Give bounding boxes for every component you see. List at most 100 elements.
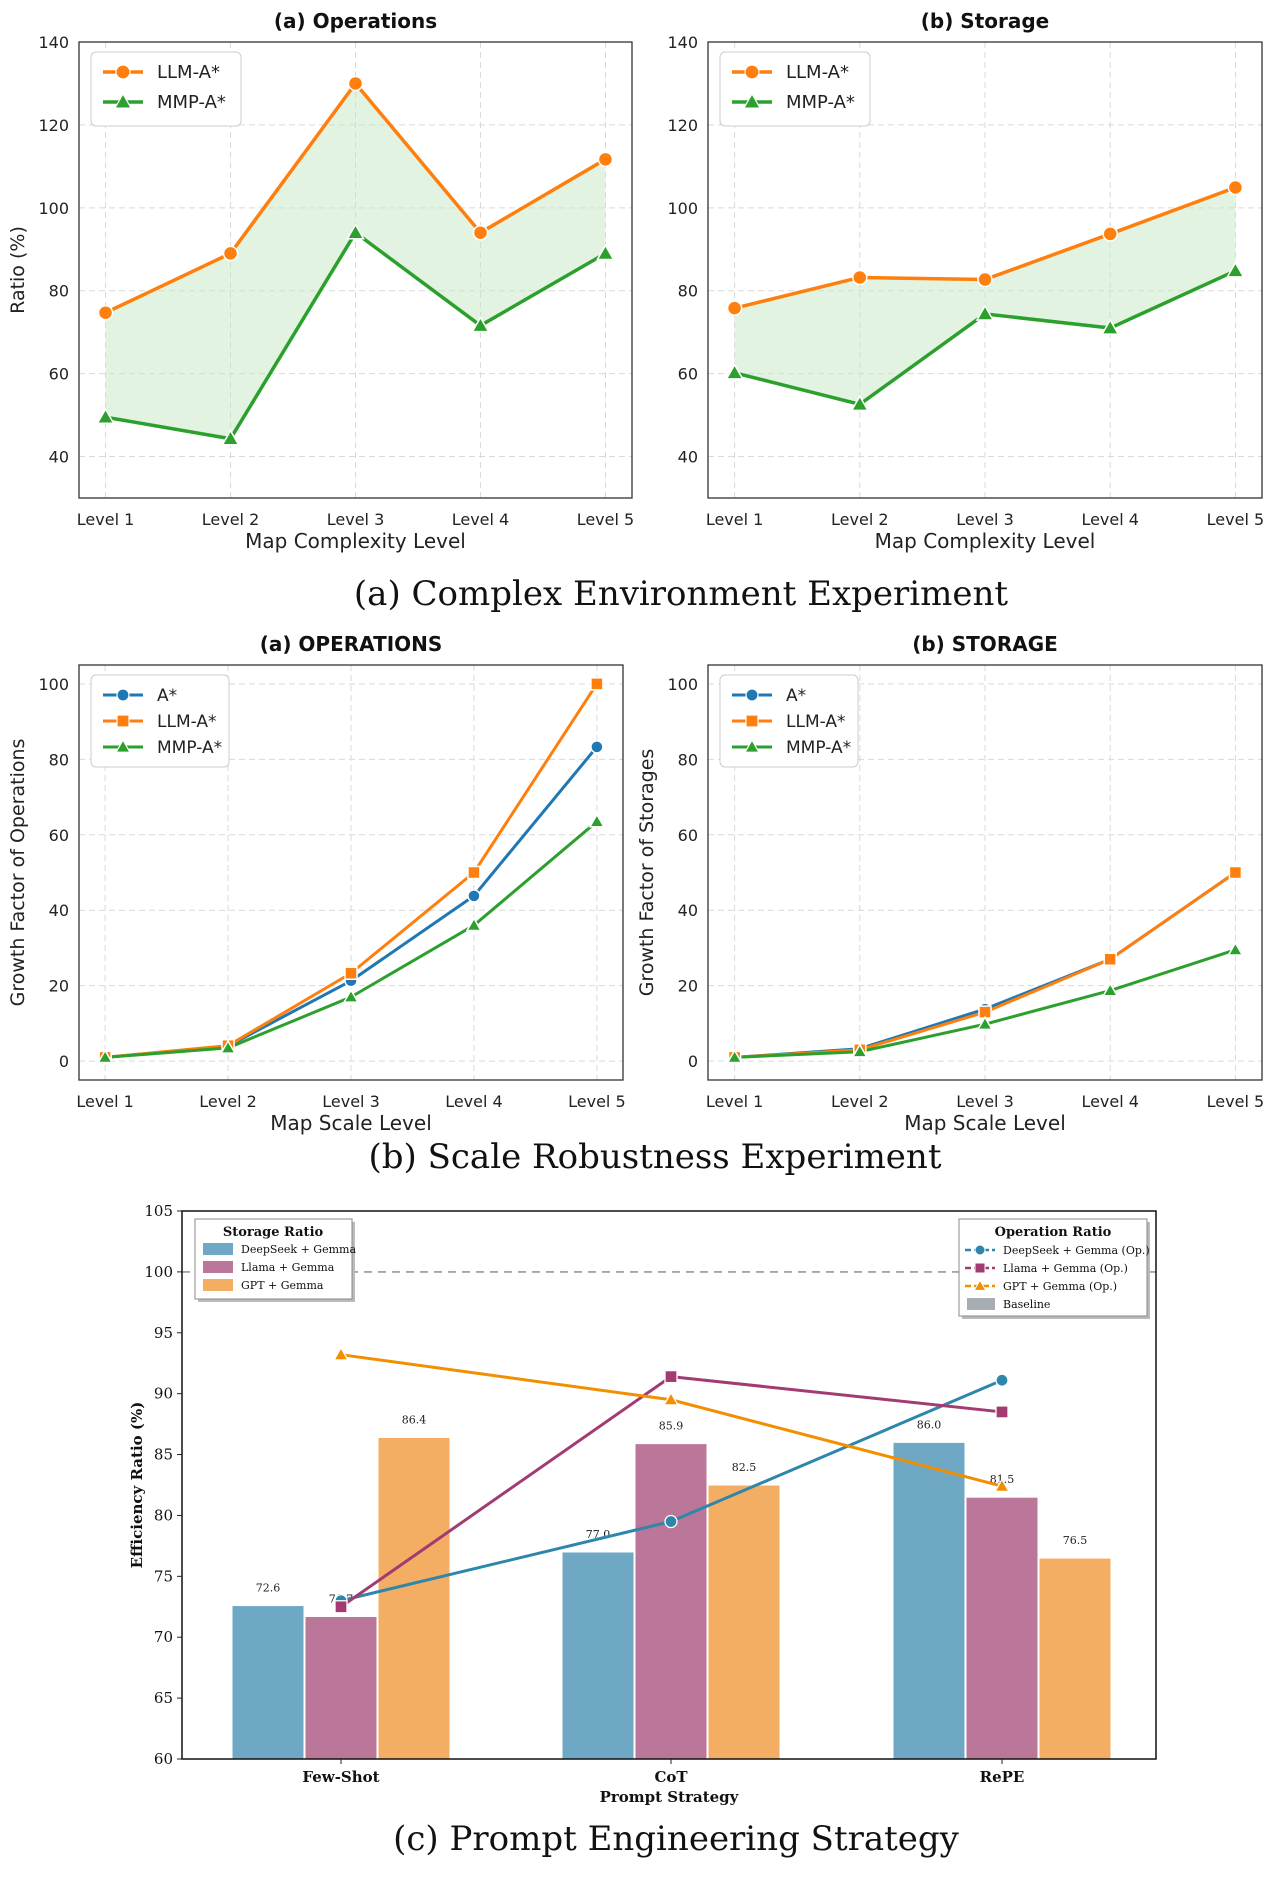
x-tick-label: Level 2 [831,510,889,529]
legend-label: Llama + Gemma [241,1261,335,1274]
data-point [977,271,993,288]
x-tick-label: CoT [654,1768,688,1786]
data-point [467,865,481,880]
legend-title: Storage Ratio [223,1225,324,1240]
legend-swatch [203,1243,233,1255]
legend-marker [115,64,131,80]
y-tick-label: 0 [59,1052,69,1071]
bar [965,1496,1039,1760]
fill-between-area [734,187,1236,405]
legend-label: LLM-A* [157,712,217,732]
data-point [96,1048,114,1064]
data-point [1227,941,1244,956]
y-tick-label: 60 [49,365,69,384]
chart-sto: 40 60 80 100 120 140 Level 1 Level 2 Level 3 Leve… [667,9,1264,553]
x-axis-label: Map Complexity Level [245,529,466,553]
data-point [472,224,489,241]
legend-marker [973,1279,987,1291]
y-tick-label: 40 [49,448,69,467]
data-point [471,315,490,333]
legend-marker [113,92,133,109]
chart-title: (a) OPERATIONS [260,632,443,656]
bar [634,1443,708,1760]
y-tick-label: 0 [688,1052,698,1071]
legend-label: Baseline [1003,1298,1050,1311]
y-tick-label: 100 [667,675,698,694]
x-tick-label: Level 4 [445,1092,503,1111]
y-tick-label: 70 [154,1628,173,1646]
y-tick-label: 60 [154,1750,173,1768]
legend-swatch [967,1298,995,1310]
legend-label: DeepSeek + Gemma (Op.) [1003,1244,1150,1257]
op-ratio-point [662,1391,680,1406]
data-point [1100,318,1120,335]
plot-frame [78,664,624,1081]
op-ratio-point [334,1600,348,1614]
op-ratio-point [995,1405,1009,1419]
x-tick-label: Level 3 [956,1092,1014,1111]
legend-marker [116,688,130,702]
y-tick-label: 60 [49,826,69,845]
x-tick-label: Level 5 [1207,1092,1265,1111]
legend-marker [974,1244,986,1256]
y-tick-label: 100 [667,199,698,218]
legend: LLM-A* MMP-A* [719,51,871,127]
chart-prompt: 606570758085909510010572.677.086.071.785… [128,1202,1157,1806]
y-tick-label: 20 [49,977,69,996]
bar [1038,1557,1112,1760]
bar-value-label: 85.9 [659,1420,684,1433]
y-tick-label: 140 [667,33,698,52]
plot-frame [707,41,1263,499]
legend-box [958,1218,1148,1317]
op-ratio-point [995,1373,1009,1387]
data-point [344,966,358,980]
legend-title: Operation Ratio [995,1225,1112,1240]
x-tick-label: Level 1 [706,1092,764,1111]
bar-value-label: 86.0 [917,1418,942,1431]
legend-swatch [203,1261,233,1273]
x-axis-label: Map Scale Level [270,1111,432,1135]
plot-frame [78,41,633,499]
legend-label: Llama + Gemma (Op.) [1003,1262,1128,1275]
data-point [975,304,995,321]
x-tick-label: Level 3 [327,510,385,529]
data-point [346,223,365,240]
chart-title: (a) Operations [274,9,437,33]
y-tick-label: 60 [678,826,698,845]
y-tick-label: 80 [678,750,698,769]
y-tick-label: 140 [38,33,69,52]
x-tick-label: Level 5 [1207,510,1265,529]
bar [377,1437,451,1760]
data-point [342,988,360,1003]
legend-label: A* [157,686,177,706]
data-point [590,677,604,691]
x-tick-label: Level 1 [76,1092,134,1111]
data-point [347,75,364,92]
data-point [221,429,240,446]
legend: A* LLM-A* MMP-A* [719,674,859,768]
data-point [976,1015,994,1031]
legend-label: MMP-A* [786,738,851,758]
legend-swatch [203,1279,233,1291]
x-tick-label: Level 4 [1081,510,1139,529]
x-tick-label: Level 5 [577,510,635,529]
y-tick-label: 80 [154,1506,173,1524]
bar [304,1616,378,1760]
bar [231,1605,305,1760]
caption-a: (a) Complex Environment Experiment [354,574,1008,614]
y-tick-label: 20 [678,977,698,996]
data-point [850,394,870,412]
y-tick-label: 40 [678,901,698,920]
y-tick-label: 120 [38,116,69,135]
data-point [597,151,614,168]
y-axis-label: Growth Factor of Storages [636,749,658,997]
data-point [588,813,606,828]
data-point [725,363,744,380]
legend-marker [742,92,762,109]
y-axis-label: Growth Factor of Operations [7,739,29,1007]
legend-label: MMP-A* [786,92,855,113]
y-tick-label: 65 [154,1689,173,1707]
legend-marker [745,714,759,728]
x-axis-label: Prompt Strategy [600,1788,740,1806]
